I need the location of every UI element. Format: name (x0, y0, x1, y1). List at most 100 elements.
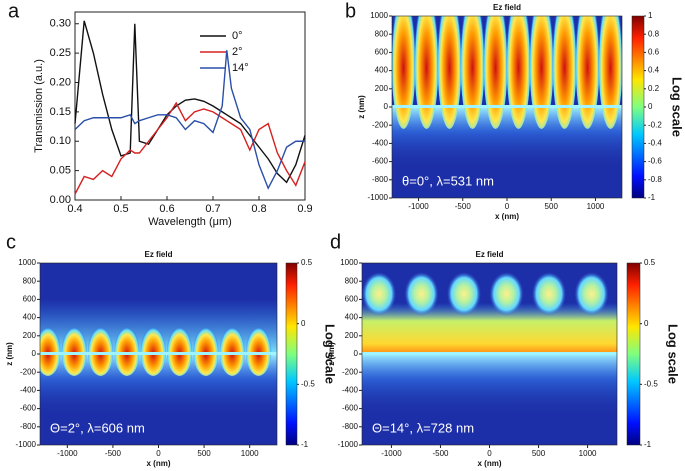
colorbar-tick-label: -0.5 (644, 379, 658, 388)
y-tick-label: 200 (375, 84, 389, 93)
y-tick-label: 0.25 (50, 47, 71, 59)
y-tick-label: 1000 (18, 258, 36, 267)
field-lobe (597, 16, 622, 129)
colorbar-tick-label: 0.4 (648, 66, 660, 75)
annotation: Θ=14°, λ=728 nm (372, 420, 474, 435)
y-tick-label: 0 (384, 102, 389, 111)
interface (392, 105, 622, 108)
colorbar-tick-label: 0.5 (644, 258, 656, 267)
field-map (40, 263, 277, 445)
field-lobe (40, 321, 62, 376)
interface (40, 352, 277, 355)
y-tick-label: 0.15 (50, 106, 71, 118)
y-tick-label: -400 (342, 386, 359, 395)
x-tick-label: 0 (487, 449, 492, 458)
y-tick-label: 400 (345, 313, 359, 322)
y-tick-label: -200 (342, 367, 359, 376)
colorbar-label: Log scale (666, 324, 681, 384)
colorbar-tick-label: -0.6 (648, 157, 662, 166)
y-tick-label: 400 (375, 66, 389, 75)
y-tick-label: 200 (23, 331, 37, 340)
x-tick-label: -1000 (57, 449, 78, 458)
legend-label: 2° (232, 46, 243, 58)
colorbar-tick-label: -1 (648, 193, 656, 202)
panel-label: a (8, 0, 20, 22)
colorbar-tick-label: 0 (644, 319, 649, 328)
interface (362, 352, 617, 355)
x-tick-label: -500 (105, 449, 122, 458)
x-tick-label: 0 (156, 449, 161, 458)
field-lobe (447, 272, 481, 316)
field-lobe (482, 16, 509, 129)
y-tick-label: 1000 (370, 11, 388, 20)
y-tick-label: -600 (20, 404, 37, 413)
y-tick-label: -200 (20, 367, 37, 376)
x-tick-label: 0.7 (205, 203, 220, 215)
colorbar-tick-label: 0.5 (301, 258, 313, 267)
x-tick-label: -1000 (408, 202, 429, 211)
y-tick-label: 0.00 (50, 194, 71, 206)
field-lobe (436, 16, 463, 129)
field-lobe (404, 272, 439, 316)
field-lobe (489, 272, 524, 316)
y-tick-label: 800 (345, 276, 359, 285)
y-axis-label: Transmission (a.u.) (33, 59, 45, 153)
colorbar (285, 262, 298, 446)
field-below (362, 354, 617, 418)
annotation: Θ=2°, λ=606 nm (50, 420, 145, 435)
colorbar-tick-label: -0.4 (648, 139, 662, 148)
field-lobe (192, 321, 220, 376)
field-glow (362, 303, 617, 354)
x-tick-label: 1000 (241, 449, 259, 458)
field-lobe (87, 321, 114, 376)
field-lobe (219, 321, 246, 376)
field-map (392, 16, 622, 198)
x-tick-label: 500 (545, 202, 559, 211)
colorbar-tick-label: -1 (644, 440, 652, 449)
x-tick-label: 0 (505, 202, 510, 211)
x-tick-label: 0.9 (297, 203, 312, 215)
plot-frame (74, 11, 306, 201)
field-lobe (574, 16, 601, 129)
panel-label: c (6, 231, 16, 253)
colorbar-tick-label: -0.2 (648, 120, 662, 129)
x-tick-label: 0.8 (251, 203, 266, 215)
x-axis-label: x (nm) (495, 212, 519, 221)
x-tick-label: 0.5 (113, 203, 128, 215)
y-tick-label: 0 (354, 349, 359, 358)
x-tick-label: -500 (455, 202, 472, 211)
series-line (74, 20, 306, 184)
colorbar-tick-label: 0 (648, 102, 653, 111)
field-lobe (392, 16, 417, 129)
colorbar (626, 262, 641, 446)
field-lobe (459, 16, 486, 129)
field-lobe (245, 321, 272, 376)
field-map (362, 263, 617, 445)
y-tick-label: 0 (32, 349, 37, 358)
field-lobe (574, 272, 609, 316)
colorbar-tick-label: 0 (301, 319, 306, 328)
y-tick-label: 0.05 (50, 165, 71, 177)
y-axis-label: z (nm) (327, 342, 336, 366)
field-lobe (532, 272, 566, 316)
x-tick-label: 500 (197, 449, 211, 458)
y-tick-label: 1000 (340, 258, 358, 267)
colorbar-label: Log scale (323, 324, 338, 384)
field-lobe (140, 321, 167, 376)
y-tick-label: -600 (342, 404, 359, 413)
y-tick-label: 600 (375, 48, 389, 57)
x-tick-label: -1000 (381, 449, 402, 458)
field-lobe (413, 16, 440, 129)
y-tick-label: 600 (345, 295, 359, 304)
y-tick-label: -800 (20, 422, 37, 431)
plot-title: Ez field (475, 250, 503, 259)
field-lobe (61, 321, 88, 376)
field-lobe (362, 272, 396, 316)
panel-label: b (345, 0, 356, 22)
x-tick-label: -500 (432, 449, 449, 458)
y-tick-label: 800 (375, 29, 389, 38)
y-tick-label: -600 (372, 157, 389, 166)
colorbar-tick-label: 0.8 (648, 29, 660, 38)
y-tick-label: -200 (372, 120, 389, 129)
